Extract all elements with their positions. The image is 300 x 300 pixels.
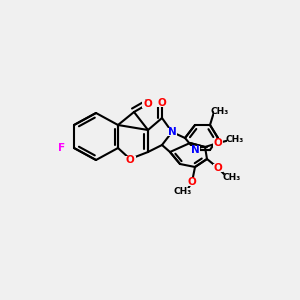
Text: O: O: [144, 99, 152, 109]
FancyBboxPatch shape: [156, 99, 168, 107]
Text: CH₃: CH₃: [211, 107, 229, 116]
Text: O: O: [214, 163, 222, 173]
FancyBboxPatch shape: [142, 100, 154, 108]
Text: N: N: [168, 127, 176, 137]
FancyBboxPatch shape: [213, 139, 223, 147]
Text: O: O: [126, 155, 134, 165]
Text: CH₃: CH₃: [174, 188, 192, 196]
FancyBboxPatch shape: [55, 144, 69, 152]
FancyBboxPatch shape: [167, 128, 177, 136]
Text: O: O: [158, 98, 166, 108]
FancyBboxPatch shape: [224, 174, 240, 182]
Text: CH₃: CH₃: [223, 173, 241, 182]
FancyBboxPatch shape: [214, 108, 226, 116]
FancyBboxPatch shape: [187, 178, 197, 186]
Text: CH₃: CH₃: [226, 136, 244, 145]
FancyBboxPatch shape: [124, 156, 136, 164]
Text: O: O: [188, 177, 196, 187]
FancyBboxPatch shape: [213, 164, 223, 172]
Text: N: N: [190, 145, 200, 155]
FancyBboxPatch shape: [175, 188, 191, 196]
Text: F: F: [58, 143, 66, 153]
FancyBboxPatch shape: [227, 136, 243, 144]
FancyBboxPatch shape: [190, 146, 200, 154]
Text: O: O: [214, 138, 222, 148]
